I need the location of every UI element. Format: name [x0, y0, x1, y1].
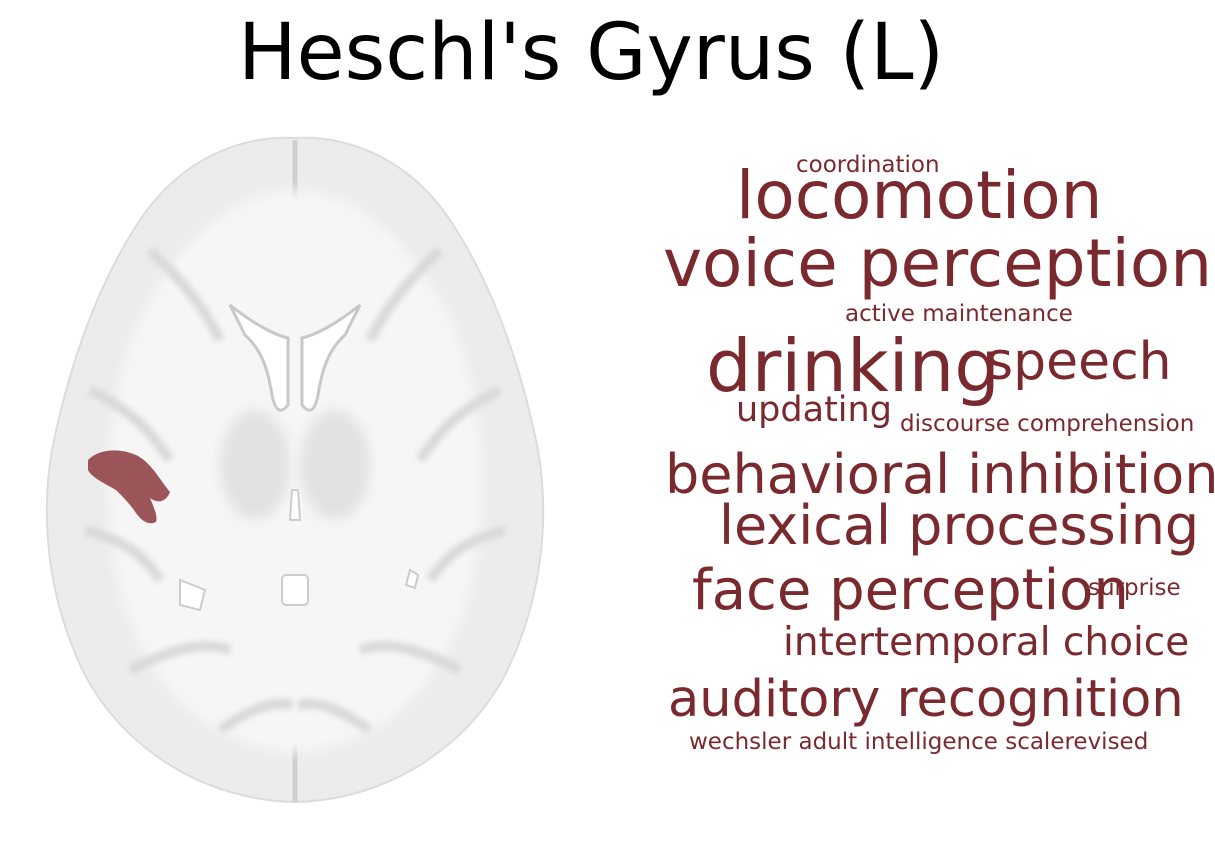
word-cloud-term: discourse comprehension	[900, 411, 1195, 437]
occipital-horn-right	[404, 568, 420, 590]
word-cloud-term: face perception	[692, 558, 1129, 623]
gyri-pattern	[83, 246, 507, 735]
thalamus-right	[300, 410, 370, 520]
lateral-ventricles	[228, 303, 362, 412]
word-cloud-term: updating	[736, 390, 892, 430]
thalamus-left	[220, 410, 290, 520]
word-cloud-term: locomotion	[736, 157, 1103, 234]
posterior-cistern	[281, 574, 309, 606]
word-cloud-term: lexical processing	[719, 494, 1200, 557]
word-cloud-term: surprise	[1088, 575, 1181, 601]
third-ventricle	[288, 489, 302, 521]
word-cloud-term: active maintenance	[845, 301, 1073, 327]
occipital-horn-left	[179, 578, 207, 612]
heschls-gyrus-region	[88, 450, 170, 524]
white-matter	[108, 190, 482, 752]
word-cloud-term: intertemporal choice	[783, 620, 1190, 665]
word-cloud-term: coordination	[796, 152, 940, 178]
word-cloud-term: drinking	[706, 324, 1000, 408]
brain-axial-slice	[30, 130, 560, 805]
word-cloud-term: speech	[986, 332, 1172, 392]
word-cloud-term: auditory recognition	[668, 670, 1184, 729]
word-cloud-term: wechsler adult intelligence scalerevised	[689, 729, 1149, 755]
word-cloud-term: behavioral inhibition	[665, 443, 1215, 506]
figure-title: Heschl's Gyrus (L)	[238, 8, 944, 98]
word-cloud-term: voice perception	[663, 225, 1213, 302]
